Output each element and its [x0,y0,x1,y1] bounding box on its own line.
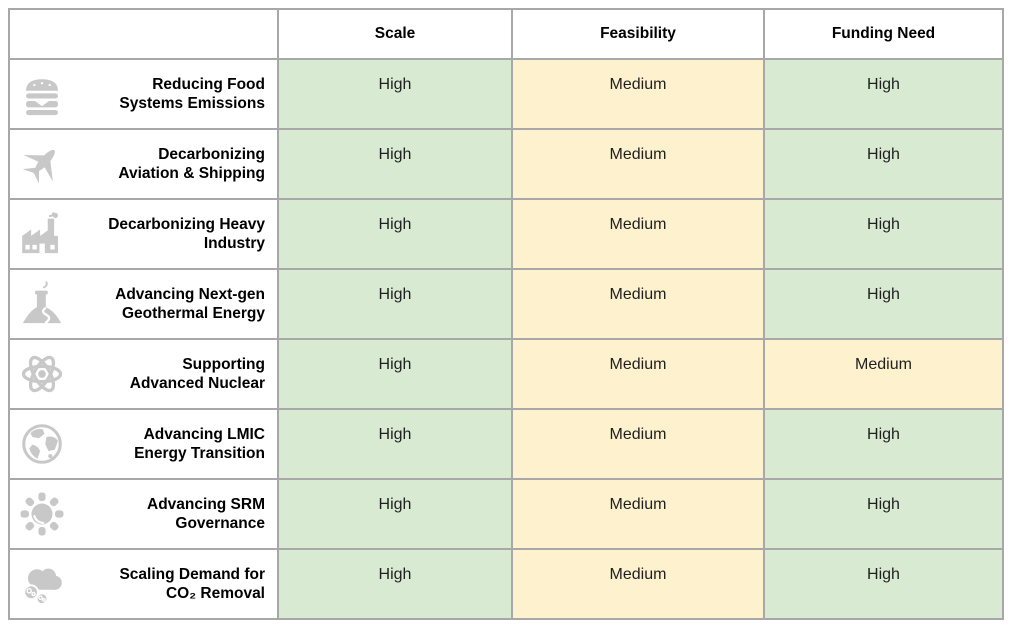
column-header-funding-need: Funding Need [763,8,1004,60]
cell-scale: High [277,478,513,550]
cell-scale: High [277,58,513,130]
priority-matrix-table: Scale Feasibility Funding Need [8,8,1004,620]
cell-scale: High [277,408,513,480]
cell-feasibility: Medium [511,478,765,550]
cell-scale: High [277,198,513,270]
row-header-food-systems: Reducing Food Systems Emissions [8,58,279,130]
table-row: Advancing LMIC Energy Transition High Me… [8,408,1004,480]
column-header-scale: Scale [277,8,513,60]
atom-icon [19,351,65,397]
row-header-lmic-energy: Advancing LMIC Energy Transition [8,408,279,480]
cell-funding-need: High [763,58,1004,130]
cell-feasibility: Medium [511,338,765,410]
cell-funding-need: High [763,198,1004,270]
globe-icon [19,421,65,467]
table-row: Decarbonizing Heavy Industry High Medium… [8,198,1004,270]
table-row: Supporting Advanced Nuclear High Medium … [8,338,1004,410]
row-label: Advancing SRM Governance [147,495,265,532]
table-row: Advancing Next-gen Geothermal Energy Hig… [8,268,1004,340]
table-row: Advancing SRM Governance High Medium Hig… [8,478,1004,550]
table-row: Reducing Food Systems Emissions High Med… [8,58,1004,130]
cell-feasibility: Medium [511,128,765,200]
header-row: Scale Feasibility Funding Need [8,8,1004,60]
row-header-srm-governance: Advancing SRM Governance [8,478,279,550]
factory-icon [19,211,65,257]
cell-feasibility: Medium [511,58,765,130]
co2-cloud-icon [19,561,65,607]
row-header-heavy-industry: Decarbonizing Heavy Industry [8,198,279,270]
cell-scale: High [277,128,513,200]
burger-icon [19,71,65,117]
cell-feasibility: Medium [511,408,765,480]
sun-icon [19,491,65,537]
cell-scale: High [277,268,513,340]
cell-funding-need: High [763,128,1004,200]
row-label: Scaling Demand for CO₂ Removal [119,565,265,602]
geothermal-icon [19,281,65,327]
cell-scale: High [277,338,513,410]
airplane-icon [19,141,65,187]
cell-funding-need: High [763,408,1004,480]
row-header-advanced-nuclear: Supporting Advanced Nuclear [8,338,279,410]
cell-funding-need: High [763,478,1004,550]
row-header-co2-removal: Scaling Demand for CO₂ Removal [8,548,279,620]
table-row: Scaling Demand for CO₂ Removal High Medi… [8,548,1004,620]
corner-cell [8,8,279,60]
cell-funding-need: Medium [763,338,1004,410]
cell-feasibility: Medium [511,548,765,620]
row-header-aviation-shipping: Decarbonizing Aviation & Shipping [8,128,279,200]
table-row: Decarbonizing Aviation & Shipping High M… [8,128,1004,200]
row-header-geothermal: Advancing Next-gen Geothermal Energy [8,268,279,340]
row-label: Supporting Advanced Nuclear [129,355,265,392]
row-label: Advancing LMIC Energy Transition [134,425,265,462]
row-label: Reducing Food Systems Emissions [119,75,265,112]
slide-canvas: Scale Feasibility Funding Need [8,8,1004,620]
cell-feasibility: Medium [511,198,765,270]
column-header-feasibility: Feasibility [511,8,765,60]
cell-scale: High [277,548,513,620]
row-label: Advancing Next-gen Geothermal Energy [115,285,265,322]
cell-feasibility: Medium [511,268,765,340]
row-label: Decarbonizing Heavy Industry [108,215,265,252]
row-label: Decarbonizing Aviation & Shipping [118,145,265,182]
cell-funding-need: High [763,548,1004,620]
cell-funding-need: High [763,268,1004,340]
